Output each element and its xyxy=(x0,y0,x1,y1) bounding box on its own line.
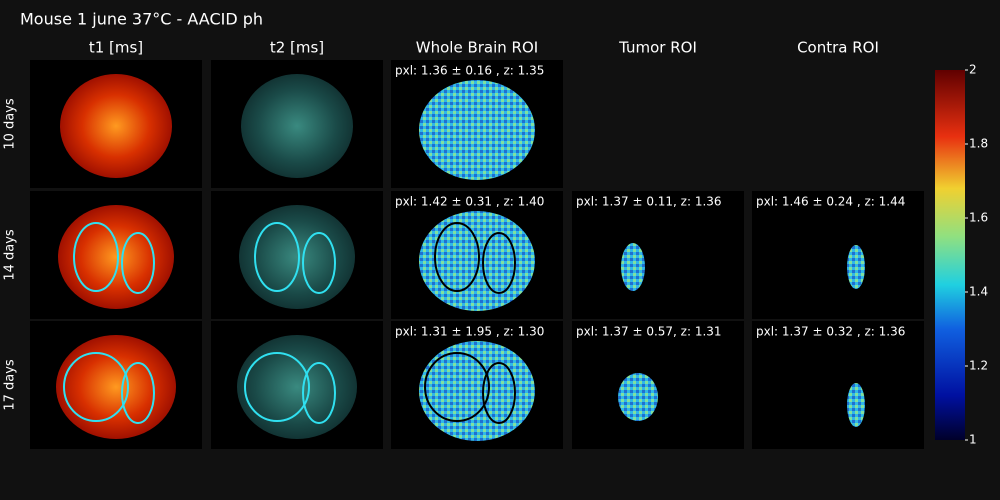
tumor-outline xyxy=(73,222,119,292)
brain-t1 xyxy=(56,335,176,439)
tumor-outline xyxy=(63,352,129,422)
roi-stats: pxl: 1.31 ± 1.95 , z: 1.30 xyxy=(395,325,544,339)
column-header: Tumor ROI xyxy=(618,39,697,57)
contra-outline xyxy=(302,232,336,294)
colorbar-tick-label: 1.2 xyxy=(969,359,988,373)
image-panel xyxy=(752,321,924,449)
brain-t2 xyxy=(241,74,353,178)
roi-stats: pxl: 1.46 ± 0.24 , z: 1.44 xyxy=(756,195,905,209)
tumor-outline xyxy=(254,222,300,292)
colorbar xyxy=(935,70,965,440)
colorbar-tick-label: 2 xyxy=(969,63,977,77)
colorbar-tick-label: 1.6 xyxy=(969,211,988,225)
brain-t1 xyxy=(60,74,172,178)
contra-outline xyxy=(121,232,155,294)
tumor-outline xyxy=(424,352,490,422)
colorbar-tick-label: 1 xyxy=(969,433,977,447)
tumor-roi xyxy=(618,373,658,421)
column-header: t1 [ms] xyxy=(89,39,143,57)
brain-t2 xyxy=(237,335,357,439)
column-header: t2 [ms] xyxy=(270,39,324,57)
title: Mouse 1 june 37°C - AACID ph xyxy=(20,10,263,29)
tumor-roi xyxy=(621,243,645,291)
image-panel xyxy=(572,191,744,319)
image-panel xyxy=(572,321,744,449)
colorbar-tick-label: 1.4 xyxy=(969,285,988,299)
roi-stats: pxl: 1.36 ± 0.16 , z: 1.35 xyxy=(395,64,544,78)
contra-outline xyxy=(121,362,155,424)
brain-t1 xyxy=(58,205,174,309)
brain-roi xyxy=(419,80,535,180)
image-panel xyxy=(752,191,924,319)
row-label: 17 days xyxy=(3,359,18,411)
column-header: Whole Brain ROI xyxy=(416,39,538,57)
row-label: 10 days xyxy=(3,98,18,150)
column-header: Contra ROI xyxy=(797,39,879,57)
contra-outline xyxy=(482,232,516,294)
roi-stats: pxl: 1.37 ± 0.57, z: 1.31 xyxy=(576,325,722,339)
tumor-outline xyxy=(244,352,310,422)
tumor-outline xyxy=(434,222,480,292)
contra-roi xyxy=(847,383,865,427)
roi-stats: pxl: 1.37 ± 0.32 , z: 1.36 xyxy=(756,325,905,339)
contra-outline xyxy=(482,362,516,424)
contra-roi xyxy=(847,245,865,289)
brain-t2 xyxy=(239,205,355,309)
contra-outline xyxy=(302,362,336,424)
row-label: 14 days xyxy=(3,229,18,281)
roi-stats: pxl: 1.42 ± 0.31 , z: 1.40 xyxy=(395,195,544,209)
roi-stats: pxl: 1.37 ± 0.11, z: 1.36 xyxy=(576,195,722,209)
colorbar-tick-label: 1.8 xyxy=(969,137,988,151)
brain-roi xyxy=(419,211,535,311)
brain-roi xyxy=(419,341,535,441)
